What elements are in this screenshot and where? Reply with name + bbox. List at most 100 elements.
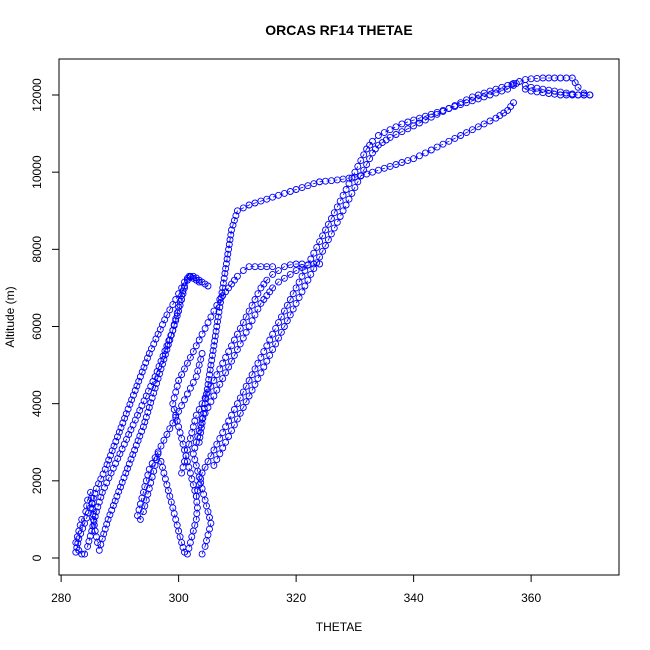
data-point [351,184,359,192]
data-point [172,317,180,325]
data-point [153,379,161,387]
data-point [170,510,178,518]
data-point [204,388,212,396]
data-point [108,506,116,514]
data-point [263,276,271,284]
x-tick-label: 320 [286,591,306,605]
data-point [254,359,262,367]
x-tick-label: 360 [521,591,541,605]
data-point [348,189,356,197]
data-point [222,423,230,431]
data-point [245,392,253,400]
data-point [254,375,262,383]
data-point [178,434,186,442]
data-point [125,460,133,468]
data-point [169,419,177,427]
data-point [178,284,186,292]
data-point [105,456,113,464]
data-point [233,415,241,423]
data-point [95,498,103,506]
data-point [228,342,235,350]
series-traces [75,77,591,555]
data-point [121,414,129,422]
data-point [103,520,111,528]
data-point [84,542,92,550]
data-point [510,79,517,87]
data-point [173,382,181,390]
data-point [251,296,259,303]
data-point [451,134,459,142]
data-point [504,81,512,89]
data-point [191,456,199,464]
data-point [181,396,188,404]
data-point [307,270,315,278]
data-point [257,353,265,361]
data-point [269,346,277,354]
data-point [145,404,153,411]
data-point [86,532,94,540]
data-point [327,215,335,222]
data-point [480,89,488,97]
data-point [145,465,153,473]
data-point [445,137,453,145]
data-point [486,91,494,99]
data-point [239,404,247,411]
data-point [88,527,96,535]
data-point [410,122,418,130]
data-point [101,525,109,533]
data-point [380,129,388,137]
data-point [189,450,197,458]
data-point [214,313,222,321]
data-point [100,530,108,538]
data-point [122,410,130,418]
data-point [189,423,197,431]
data-point [316,253,324,261]
y-axis: 0 2000 4000 6000 8000 10000 12000 [30,78,60,561]
data-point [109,502,117,509]
data-point [172,515,180,523]
data-point [172,388,180,396]
data-point [580,89,588,97]
data-point [72,548,80,556]
data-point [333,218,341,226]
series-line [75,275,200,555]
y-tick-label: 4000 [30,390,44,417]
data-point [248,371,256,379]
data-point [369,137,376,145]
data-point [280,189,288,197]
data-point [342,201,350,209]
data-point [115,428,123,436]
data-point [222,260,230,268]
data-point [421,116,429,124]
data-point [98,535,106,543]
data-point [92,508,100,516]
data-point [216,303,224,311]
data-point [117,483,124,491]
data-point [225,417,233,425]
data-point [292,299,300,307]
series-line [192,263,320,555]
data-point [363,161,371,168]
data-point [176,429,184,437]
data-point [229,221,237,229]
data-point [322,242,329,249]
data-point [91,513,99,520]
data-point [251,380,259,388]
data-point [206,371,213,379]
data-point [245,201,253,209]
series-line [198,181,320,443]
data-point [213,371,221,379]
data-point [233,400,241,408]
x-tick-label: 340 [404,591,424,605]
data-point [112,438,120,445]
data-point [508,80,516,88]
data-point [161,475,169,483]
data-point [336,197,344,205]
data-point [374,132,382,139]
data-point [254,305,262,313]
data-point [486,117,494,125]
data-point [141,418,149,426]
data-point [283,301,291,309]
data-point [132,441,140,449]
data-point [324,236,332,244]
